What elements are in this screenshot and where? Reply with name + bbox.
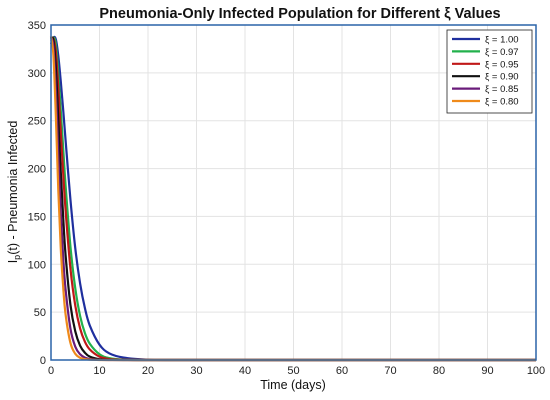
y-tick-label: 250 bbox=[28, 116, 46, 128]
plot-frame bbox=[50, 24, 537, 361]
x-tick-label: 30 bbox=[190, 365, 202, 377]
y-axis-label-main: I bbox=[6, 260, 20, 263]
y-tick-label: 0 bbox=[40, 355, 46, 367]
y-tick-label: 50 bbox=[34, 307, 46, 319]
y-axis-label-rest: (t) - Pneumonia Infected bbox=[6, 121, 20, 255]
x-tick-label: 10 bbox=[93, 365, 105, 377]
legend-label-3: ξ = 0.95 bbox=[485, 59, 519, 70]
legend: ξ = 1.00ξ = 0.97ξ = 0.95 ξ = 0.90ξ = 0.85… bbox=[446, 29, 533, 114]
x-tick-label: 100 bbox=[527, 365, 545, 377]
y-axis-label: Ip(t) - Pneumonia Infected bbox=[6, 121, 22, 264]
x-tick-label: 60 bbox=[336, 365, 348, 377]
y-tick-label: 300 bbox=[28, 68, 46, 80]
x-tick-label: 0 bbox=[48, 365, 54, 377]
x-tick-label: 50 bbox=[287, 365, 299, 377]
x-tick-label: 40 bbox=[239, 365, 251, 377]
x-axis-label: Time (days) bbox=[260, 378, 326, 392]
x-tick-label: 70 bbox=[384, 365, 396, 377]
y-tick-label: 200 bbox=[28, 164, 46, 176]
y-tick-label: 150 bbox=[28, 211, 46, 223]
legend-label-5: ξ = 0.85 bbox=[485, 84, 519, 95]
y-tick-label: 100 bbox=[28, 259, 46, 271]
legend-label-6: ξ = 0.80 bbox=[485, 97, 519, 108]
x-tick-label: 80 bbox=[433, 365, 445, 377]
chart-title: Pneumonia-Only Infected Population for D… bbox=[99, 6, 500, 22]
x-tick-label: 90 bbox=[481, 365, 493, 377]
x-tick-label: 20 bbox=[142, 365, 154, 377]
legend-box bbox=[446, 29, 533, 114]
y-axis-label-sub: p bbox=[12, 255, 22, 260]
x-tick-labels: 0 10 20 30 40 50 60 70 80 90 100 bbox=[48, 365, 545, 377]
legend-label-2: ξ = 0.97 bbox=[485, 47, 519, 58]
legend-label-4: ξ = 0.90 bbox=[485, 72, 519, 83]
y-tick-label: 350 bbox=[28, 20, 46, 32]
y-tick-labels: 0 50 100 150 200 250 300 350 bbox=[28, 20, 46, 367]
legend-label-1: ξ = 1.00 bbox=[485, 35, 519, 46]
